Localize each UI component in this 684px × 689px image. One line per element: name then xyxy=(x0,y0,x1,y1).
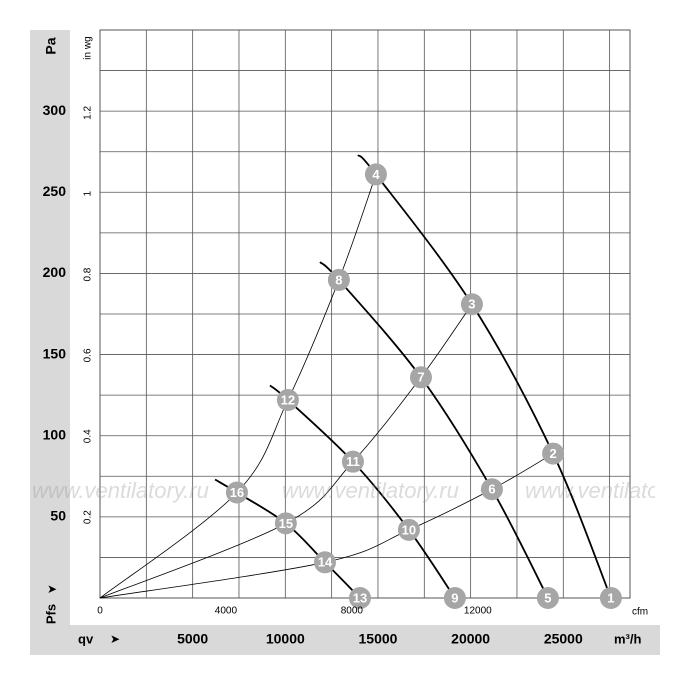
point-marker xyxy=(460,293,483,316)
fan-curve xyxy=(357,154,612,599)
x2-unit: cfm xyxy=(632,607,648,618)
point-marker xyxy=(341,450,364,473)
watermarks: www.ventilatory.ru www.ventilatory.ru ww… xyxy=(32,478,684,503)
watermark: www.ventilatory.ru xyxy=(282,478,459,503)
point-marker xyxy=(397,518,420,541)
point-marker xyxy=(327,268,350,291)
pressure-label: Pfs xyxy=(43,604,58,624)
y2-tick-label: 1 xyxy=(83,191,94,197)
x2-tick-label: 8000 xyxy=(341,606,364,617)
x-tick-label: 10000 xyxy=(266,631,305,647)
point-label: 11 xyxy=(346,454,360,469)
x-tick-label: 5000 xyxy=(177,631,208,647)
grid xyxy=(100,30,630,598)
x-tick-label: 15000 xyxy=(359,631,398,647)
point-marker xyxy=(480,478,503,501)
point-label: 9 xyxy=(451,590,458,605)
watermark: www.ventilatory.ru xyxy=(32,478,209,503)
y2-label: in wg xyxy=(83,36,94,59)
point-marker xyxy=(599,587,622,609)
point-label: 5 xyxy=(544,590,551,605)
x-tick-label: 20000 xyxy=(451,631,490,647)
point-marker xyxy=(274,512,297,535)
point-label: 6 xyxy=(488,482,495,497)
y2-tick-label: 1.2 xyxy=(83,105,94,119)
point-marker xyxy=(542,442,565,465)
y-tick-label: 300 xyxy=(43,102,67,118)
y-label: Pa xyxy=(43,37,59,54)
y-tick-label: 50 xyxy=(50,508,66,524)
x-unit: m³/h xyxy=(614,631,642,646)
point-label: 4 xyxy=(372,167,380,182)
bottom-band xyxy=(30,625,660,655)
watermark: www.ventilatory.ru xyxy=(525,478,684,503)
y-tick-label: 200 xyxy=(43,264,67,280)
point-marker xyxy=(225,481,248,504)
system-curve xyxy=(99,304,473,599)
point-label: 1 xyxy=(607,590,614,605)
arrow: ➤ xyxy=(110,632,120,646)
point-label: 10 xyxy=(402,522,416,537)
point-marker xyxy=(536,587,559,609)
system-curve xyxy=(99,453,554,599)
y2-tick-label: 0.8 xyxy=(83,267,94,281)
point-label: 7 xyxy=(417,370,424,385)
y2-tick-label: 0.2 xyxy=(83,510,94,524)
x2-tick-label: 12000 xyxy=(464,606,492,617)
point-marker xyxy=(313,551,336,574)
arrow: ➤ xyxy=(47,582,57,596)
curves xyxy=(99,154,612,599)
y-tick-label: 250 xyxy=(43,183,67,199)
point-label: 2 xyxy=(549,446,556,461)
point-label: 15 xyxy=(279,516,293,531)
point-marker xyxy=(443,587,466,609)
point-label: 12 xyxy=(281,392,295,407)
y-tick-label: 100 xyxy=(43,426,67,442)
point-marker xyxy=(409,366,432,389)
point-marker xyxy=(348,587,371,609)
markers: 4 3 2 1 8 7 6 5 12 11 10 9 16 15 14 13 xyxy=(225,163,622,609)
x2-tick-label: 4000 xyxy=(215,606,238,617)
point-label: 3 xyxy=(468,297,475,312)
system-curve xyxy=(99,174,377,599)
x2-tick-label: 0 xyxy=(97,606,103,617)
y-tick-label: 150 xyxy=(43,345,67,361)
point-marker xyxy=(364,163,387,186)
x-tick-label: 25000 xyxy=(544,631,583,647)
point-marker xyxy=(276,389,299,412)
point-label: 8 xyxy=(335,272,342,287)
y2-tick-label: 0.4 xyxy=(83,429,94,443)
point-label: 16 xyxy=(230,485,244,500)
y2-tick-label: 0.6 xyxy=(83,348,94,362)
fan-curve xyxy=(319,261,549,599)
x-label: qv xyxy=(78,631,94,646)
left-band xyxy=(30,30,70,625)
point-label: 13 xyxy=(353,590,367,605)
point-label: 14 xyxy=(318,555,333,570)
